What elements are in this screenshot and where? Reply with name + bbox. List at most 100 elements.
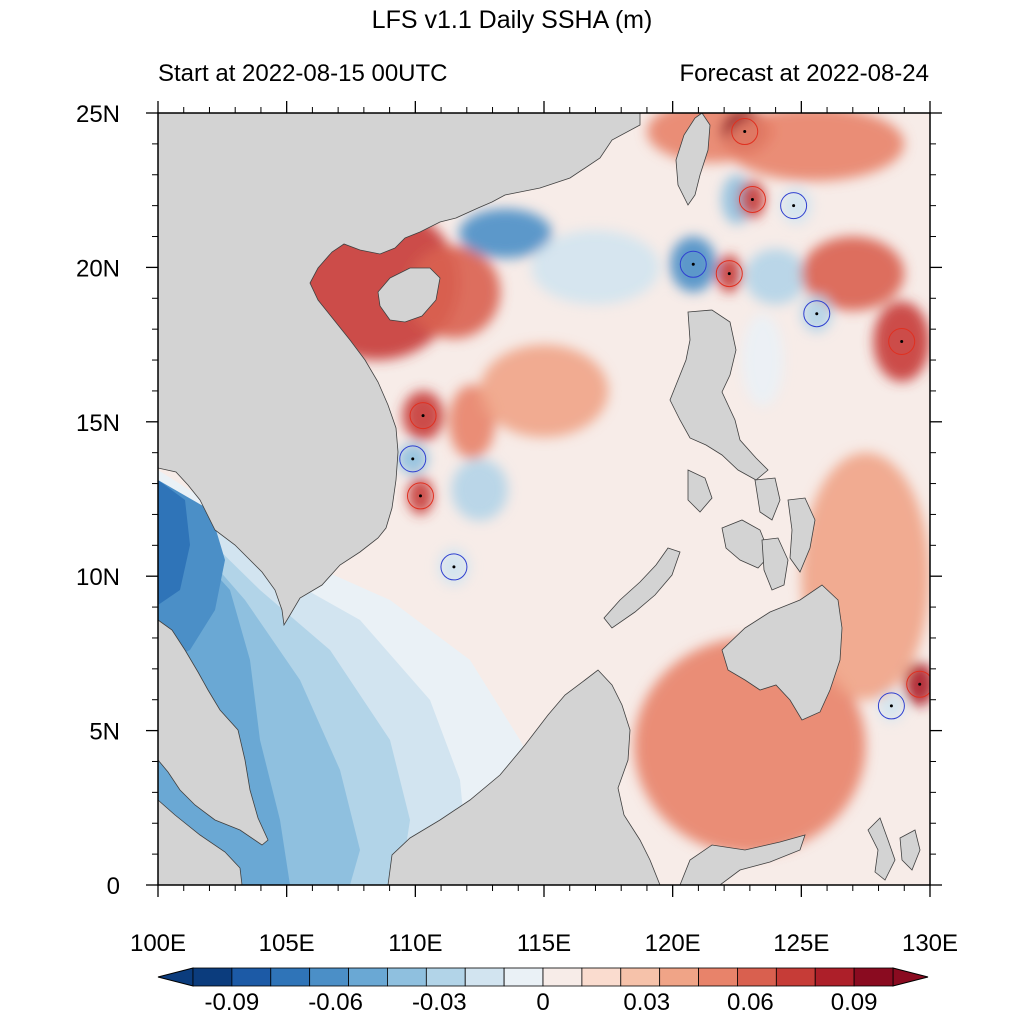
anomaly-blob [744,248,807,305]
eddy-center [815,312,819,316]
y-tick-label: 10N [76,564,120,591]
eddy-center [743,130,747,134]
colorbar-swatch [775,967,816,987]
colorbar-label: 0.06 [727,989,774,1016]
x-tick-label: 100E [130,930,186,957]
eddy-center [418,494,422,498]
eddy-center [727,272,731,276]
colorbar-swatch [542,967,583,987]
eddy-center [792,204,796,208]
land-sulawesi [679,834,806,885]
x-tick-label: 115E [517,930,571,957]
anomaly-blob [459,208,552,259]
eddy-center [750,197,754,201]
land-hainan [377,267,441,323]
y-tick-label: 15N [76,410,120,437]
cold-eddy-ring [780,192,808,220]
x-tick-label: 110E [388,930,442,957]
eddy-center [918,682,922,686]
land-halmahera-2 [899,829,921,871]
land-samar-leyte [787,497,816,573]
y-tick-label: 0 [107,873,120,900]
colorbar-swatch [309,967,349,987]
colorbar-label: 0 [536,989,549,1016]
anomaly-blob [904,662,930,706]
x-tick-label: 105E [259,930,315,957]
anomaly-blob [801,236,905,311]
colorbar-swatch [387,967,427,987]
warm-eddy-ring [409,402,437,430]
colorbar-swatch [620,967,661,987]
warm-eddy-ring [888,328,916,356]
land-mindoro [687,469,713,513]
colorbar-swatch [192,967,233,987]
colorbar-swatch [425,967,466,987]
x-axis: 100E 105E 110E 115E 120E 125E 130E [130,101,958,957]
anomaly-blob [451,458,508,521]
land-mindanao [721,584,843,721]
colorbar-swatch [231,967,272,987]
colorbar-swatch [503,967,544,987]
colorbar-label: -0.09 [205,989,260,1016]
colorbar: -0.09 -0.06 -0.03 0 0.03 0.06 0.09 [157,967,929,1016]
colorbar-swatch [348,967,388,987]
eddy-center [421,414,425,418]
warm-eddy-ring [715,260,743,288]
forecast-time-label: Forecast at 2022-08-24 [679,60,929,87]
land-borneo [387,669,661,885]
map-title: LFS v1.1 Daily SSHA (m) [371,6,653,34]
colorbar-swatch [270,967,311,987]
x-tick-label: 120E [645,930,701,957]
anomaly-blob [780,187,812,225]
colorbar-label: 0.03 [623,989,670,1016]
anomaly-blob [724,113,905,181]
cold-tongue-band [158,480,190,605]
x-tick-label: 125E [773,930,829,957]
y-tick-label: 5N [89,719,120,746]
colorbar-swatch [659,967,699,987]
colorbar-swatch [464,967,505,987]
land-negros-cebu [761,537,789,591]
colorbar-swatch [853,967,894,987]
warm-eddy-ring [906,670,930,698]
warm-eddy-ring [738,185,766,213]
anomaly-blob [479,344,609,438]
anomaly-blob [742,313,784,407]
x-tick-label: 130E [902,930,958,957]
colorbar-swatch [698,967,738,987]
warm-eddy-ring [406,482,434,510]
eddy-markers [399,118,930,720]
eddy-center [411,457,415,461]
colorbar-swatch [814,967,855,987]
warm-eddy-ring [731,118,759,146]
land-taiwan [675,113,711,206]
eddy-center [452,565,456,569]
plot-area [158,113,930,885]
cold-eddy-ring [679,250,707,278]
y-tick-label: 25N [76,101,120,128]
eddy-center [900,340,904,344]
land-sumatra [158,799,243,885]
land-halmahera [867,817,896,881]
cold-eddy-ring [803,300,831,328]
land-visayas-2 [754,477,781,521]
colorbar-swatch [737,967,777,987]
colorbar-label: -0.06 [308,989,363,1016]
colorbar-high-arrow [892,967,929,987]
land-mainland-asia [158,113,641,627]
colorbar-label: -0.03 [412,989,467,1016]
colorbar-swatch [581,967,622,987]
land-layer [158,113,921,885]
y-tick-label: 20N [76,255,120,282]
y-axis: 0 5N 10N 15N 20N 25N [76,101,942,900]
eddy-center [691,262,695,266]
colorbar-low-arrow [157,967,194,987]
start-time-label: Start at 2022-08-15 00UTC [158,60,448,87]
cold-eddy-ring [399,445,427,473]
colorbar-label: 0.09 [831,989,878,1016]
cold-eddy-ring [877,692,905,720]
land-malay-peninsula [158,619,269,846]
eddy-center [889,704,893,708]
cold-eddy-ring [440,553,468,581]
